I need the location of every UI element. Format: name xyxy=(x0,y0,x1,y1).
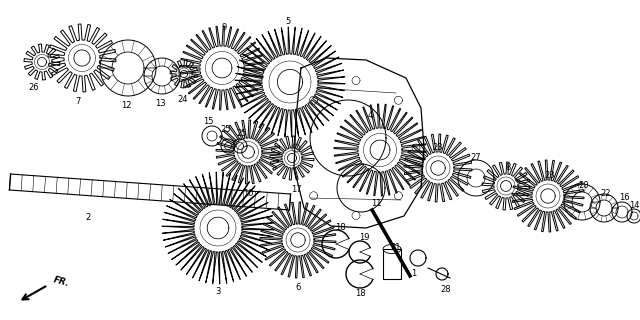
Text: 20: 20 xyxy=(579,181,589,190)
Text: 7: 7 xyxy=(76,98,81,107)
Text: 28: 28 xyxy=(441,285,451,294)
Text: 27: 27 xyxy=(470,154,481,163)
Text: 1: 1 xyxy=(412,269,417,278)
Text: 11: 11 xyxy=(371,199,381,209)
Text: 14: 14 xyxy=(628,202,639,211)
Text: 18: 18 xyxy=(355,290,365,299)
Text: 3: 3 xyxy=(215,287,221,297)
Text: 8: 8 xyxy=(506,164,511,172)
Text: 16: 16 xyxy=(619,194,629,203)
Text: 10: 10 xyxy=(243,189,253,198)
Text: 4: 4 xyxy=(367,111,372,121)
Text: 25: 25 xyxy=(237,130,247,139)
Text: 9: 9 xyxy=(221,23,227,33)
Bar xyxy=(383,249,401,279)
Text: 12: 12 xyxy=(121,101,131,110)
Text: 18: 18 xyxy=(335,223,346,233)
Text: 23: 23 xyxy=(545,172,556,180)
Text: FR.: FR. xyxy=(52,276,70,289)
Text: 19: 19 xyxy=(359,234,369,243)
Text: 21: 21 xyxy=(391,244,401,252)
Text: 26: 26 xyxy=(29,84,39,92)
Text: 24: 24 xyxy=(178,95,188,105)
Text: 23: 23 xyxy=(433,143,444,153)
Text: 17: 17 xyxy=(291,186,301,195)
Text: 2: 2 xyxy=(85,213,91,222)
Text: 5: 5 xyxy=(285,18,291,27)
Text: 22: 22 xyxy=(601,189,611,198)
Text: 13: 13 xyxy=(155,100,165,108)
Text: 6: 6 xyxy=(295,284,301,292)
Text: 25: 25 xyxy=(221,125,231,134)
Text: 15: 15 xyxy=(203,117,213,126)
